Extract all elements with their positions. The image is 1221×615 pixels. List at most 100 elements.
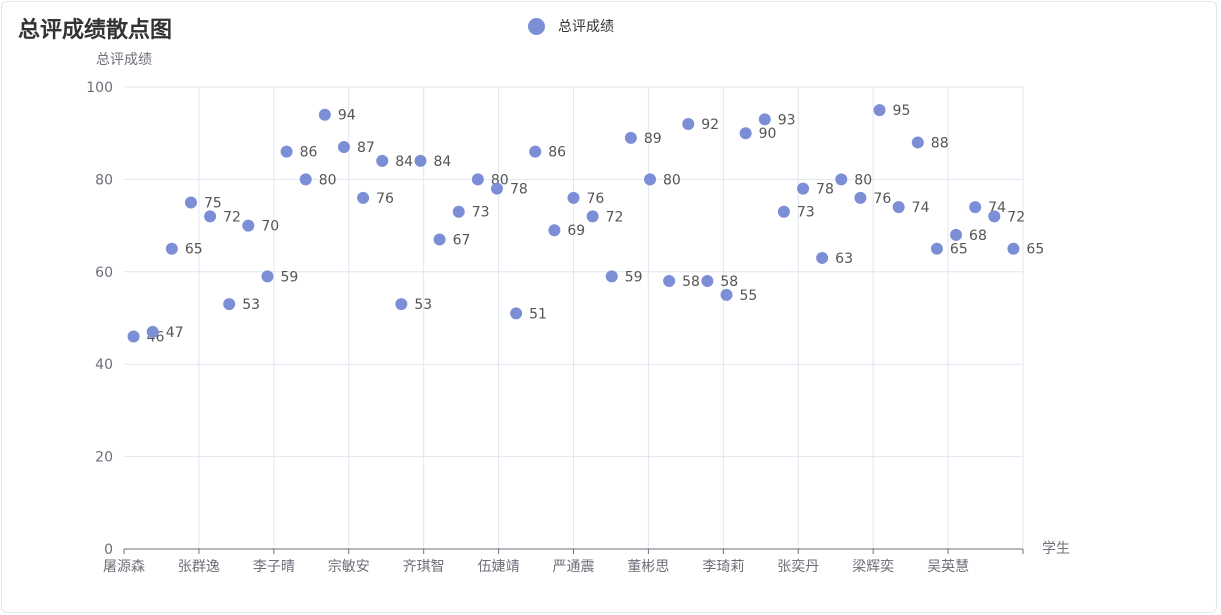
data-point[interactable] xyxy=(453,206,465,218)
data-point[interactable] xyxy=(912,136,924,148)
x-tick-label: 张群逸 xyxy=(178,559,220,575)
data-label: 72 xyxy=(1007,209,1025,225)
data-label: 86 xyxy=(300,145,318,161)
data-point[interactable] xyxy=(682,118,694,130)
data-label: 95 xyxy=(893,103,911,119)
data-label: 78 xyxy=(510,182,528,198)
data-point[interactable] xyxy=(128,330,140,342)
data-label: 78 xyxy=(816,182,834,198)
data-label: 94 xyxy=(338,108,356,124)
x-tick-label: 张奕丹 xyxy=(777,559,819,575)
data-point[interactable] xyxy=(166,243,178,255)
data-label: 47 xyxy=(166,325,184,341)
x-tick-label: 严通震 xyxy=(553,559,595,575)
data-point[interactable] xyxy=(835,173,847,185)
y-tick-label: 80 xyxy=(95,172,113,188)
data-label: 63 xyxy=(835,251,853,267)
data-point[interactable] xyxy=(147,326,159,338)
data-label: 84 xyxy=(433,154,451,170)
x-tick-label: 宗敏安 xyxy=(328,559,370,575)
data-point[interactable] xyxy=(434,233,446,245)
data-label: 88 xyxy=(931,135,949,151)
x-tick-label: 伍婕靖 xyxy=(478,559,520,575)
data-label: 68 xyxy=(969,228,987,244)
data-point[interactable] xyxy=(893,201,905,213)
data-point[interactable] xyxy=(969,201,981,213)
data-point[interactable] xyxy=(625,132,637,144)
data-point[interactable] xyxy=(931,243,943,255)
data-label: 76 xyxy=(873,191,891,207)
data-label: 73 xyxy=(472,205,490,221)
data-label: 72 xyxy=(223,209,241,225)
y-tick-label: 20 xyxy=(95,450,113,466)
data-label: 80 xyxy=(854,172,872,188)
data-point[interactable] xyxy=(759,113,771,125)
data-point[interactable] xyxy=(529,146,541,158)
data-point[interactable] xyxy=(338,141,350,153)
x-tick-label: 梁辉奕 xyxy=(852,559,894,575)
data-points: 46 47657572537059868094877684538467738078… xyxy=(128,103,1045,345)
data-label: 90 xyxy=(759,126,777,142)
x-axis-title: 学生 xyxy=(1042,541,1070,557)
x-tick-label: 齐琪智 xyxy=(403,559,445,575)
x-tick-label: 屠源森 xyxy=(103,559,145,575)
data-label: 75 xyxy=(204,196,222,212)
x-tick-label: 李琦莉 xyxy=(702,559,744,575)
data-point[interactable] xyxy=(300,173,312,185)
data-point[interactable] xyxy=(721,289,733,301)
data-point[interactable] xyxy=(491,183,503,195)
data-point[interactable] xyxy=(874,104,886,116)
data-point[interactable] xyxy=(510,307,522,319)
data-point[interactable] xyxy=(395,298,407,310)
data-point[interactable] xyxy=(606,270,618,282)
data-point[interactable] xyxy=(778,206,790,218)
data-label: 70 xyxy=(261,219,279,235)
x-tick-label: 李子晴 xyxy=(253,559,295,575)
data-label: 89 xyxy=(644,131,662,147)
data-point[interactable] xyxy=(988,210,1000,222)
data-label: 59 xyxy=(625,269,643,285)
data-point[interactable] xyxy=(1007,243,1019,255)
y-axis-title: 总评成绩 xyxy=(96,52,152,68)
data-point[interactable] xyxy=(644,173,656,185)
data-label: 86 xyxy=(548,145,566,161)
data-point[interactable] xyxy=(185,197,197,209)
data-point[interactable] xyxy=(204,210,216,222)
data-label: 73 xyxy=(797,205,815,221)
data-point[interactable] xyxy=(376,155,388,167)
data-point[interactable] xyxy=(663,275,675,287)
y-tick-label: 40 xyxy=(95,357,113,373)
data-point[interactable] xyxy=(568,192,580,204)
data-point[interactable] xyxy=(357,192,369,204)
data-label: 87 xyxy=(357,140,375,156)
data-point[interactable] xyxy=(242,220,254,232)
data-label: 58 xyxy=(682,274,700,290)
data-point[interactable] xyxy=(281,146,293,158)
y-tick-label: 100 xyxy=(86,80,113,96)
data-label: 93 xyxy=(778,112,796,128)
data-point[interactable] xyxy=(414,155,426,167)
data-point[interactable] xyxy=(261,270,273,282)
data-label: 55 xyxy=(740,288,758,304)
data-label: 65 xyxy=(185,242,203,258)
data-label: 72 xyxy=(606,209,624,225)
data-point[interactable] xyxy=(854,192,866,204)
data-label: 59 xyxy=(280,269,298,285)
data-point[interactable] xyxy=(587,210,599,222)
data-point[interactable] xyxy=(950,229,962,241)
data-label: 84 xyxy=(395,154,413,170)
data-point[interactable] xyxy=(472,173,484,185)
data-point[interactable] xyxy=(319,109,331,121)
data-label: 58 xyxy=(720,274,738,290)
data-point[interactable] xyxy=(548,224,560,236)
data-label: 65 xyxy=(950,242,968,258)
data-point[interactable] xyxy=(701,275,713,287)
data-point[interactable] xyxy=(816,252,828,264)
data-label: 53 xyxy=(414,297,432,313)
data-point[interactable] xyxy=(223,298,235,310)
data-point[interactable] xyxy=(797,183,809,195)
y-tick-label: 0 xyxy=(104,542,113,558)
data-point[interactable] xyxy=(740,127,752,139)
data-label: 80 xyxy=(319,172,337,188)
